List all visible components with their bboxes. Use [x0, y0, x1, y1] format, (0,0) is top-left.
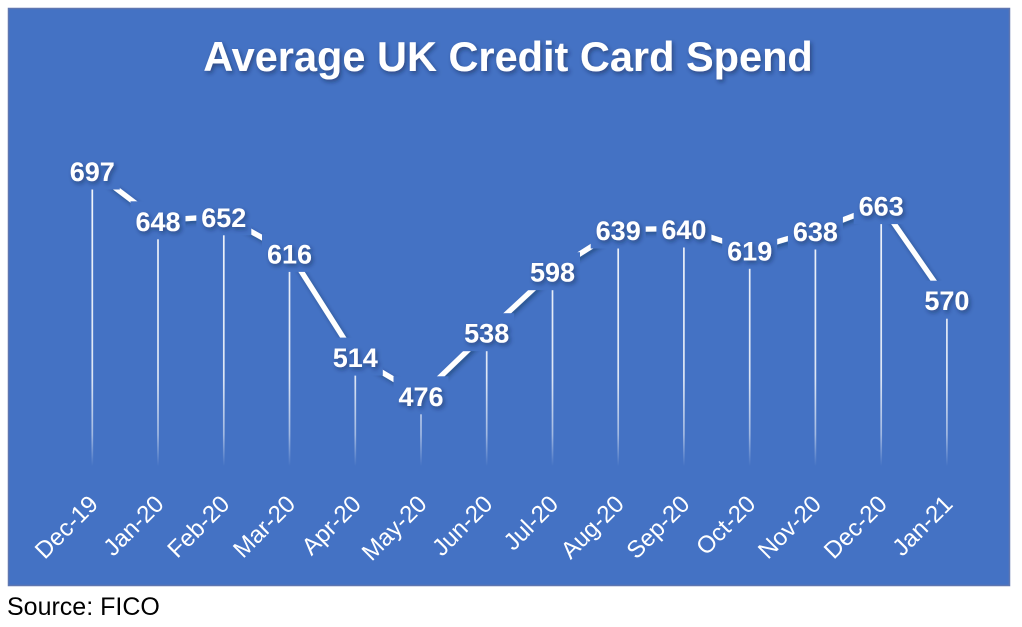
svg-text:638: 638: [793, 217, 838, 247]
svg-text:514: 514: [333, 343, 378, 373]
svg-text:598: 598: [530, 258, 575, 288]
svg-text:619: 619: [727, 236, 772, 266]
svg-text:570: 570: [924, 286, 969, 316]
svg-text:639: 639: [596, 216, 641, 246]
svg-text:640: 640: [661, 215, 706, 245]
svg-text:538: 538: [464, 319, 509, 349]
svg-text:476: 476: [398, 382, 443, 412]
svg-text:652: 652: [201, 203, 246, 233]
svg-text:Source: FICO: Source: FICO: [7, 593, 160, 621]
svg-text:Average UK Credit Card Spend: Average UK Credit Card Spend: [203, 33, 813, 80]
svg-text:697: 697: [70, 157, 115, 187]
svg-text:648: 648: [135, 207, 180, 237]
svg-text:616: 616: [267, 239, 312, 269]
svg-text:663: 663: [859, 192, 904, 222]
